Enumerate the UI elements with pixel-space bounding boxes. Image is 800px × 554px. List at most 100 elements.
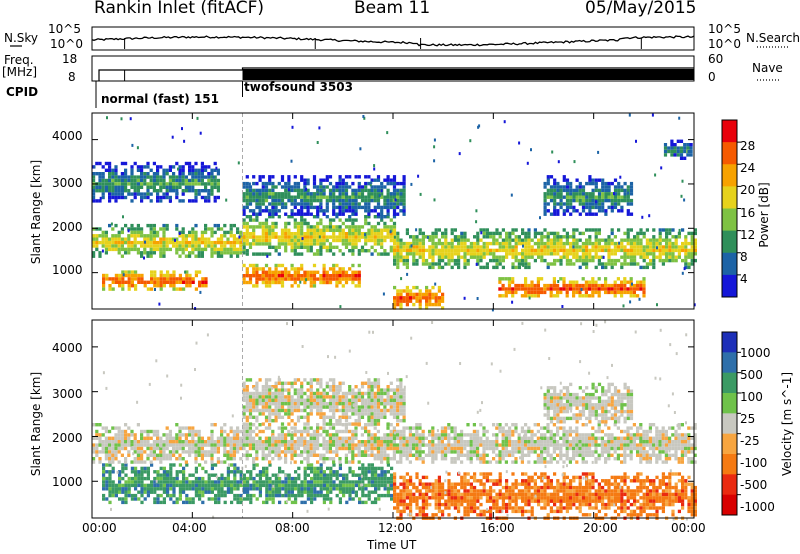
power-panel-cell xyxy=(610,209,614,213)
power-panel-cell xyxy=(181,192,185,196)
velocity-panel-cell xyxy=(207,480,211,484)
velocity-panel-cell xyxy=(418,489,422,493)
power-panel-cell xyxy=(591,290,595,295)
power-panel-cell xyxy=(210,178,214,183)
power-panel-cell xyxy=(316,252,320,256)
velocity-panel-cell xyxy=(111,480,115,484)
nsky-label: N.Sky xyxy=(4,31,39,45)
power-panel-cell xyxy=(248,277,253,281)
velocity-panel-cell xyxy=(412,496,416,500)
power-panel-cell xyxy=(168,240,172,245)
velocity-panel-cell xyxy=(527,509,531,514)
velocity-panel-cell xyxy=(505,489,509,493)
power-panel-cell xyxy=(153,277,157,281)
power-panel-cell xyxy=(613,235,617,239)
velocity-panel-cell xyxy=(226,476,230,481)
power-panel-cell xyxy=(146,237,150,241)
velocity-panel-cell xyxy=(693,513,697,517)
velocity-panel-cell xyxy=(310,463,314,467)
velocity-panel-cell xyxy=(166,476,170,481)
power-panel-cell xyxy=(428,245,432,249)
power-panel-cell xyxy=(280,238,285,243)
power-panel-speck xyxy=(174,238,176,242)
power-panel-cell xyxy=(370,195,374,199)
power-panel-cell xyxy=(597,290,601,295)
date-title: 05/May/2015 xyxy=(585,0,697,18)
power-panel-cell xyxy=(191,168,195,172)
power-panel-cell xyxy=(108,185,112,189)
power-panel-cell xyxy=(197,251,201,255)
power-panel-cell xyxy=(188,168,192,172)
power-panel-cell xyxy=(316,205,320,210)
power-panel-cell xyxy=(216,168,220,172)
power-panel-cell xyxy=(604,238,608,242)
velocity-panel-cell xyxy=(393,489,397,493)
power-panel-cell xyxy=(373,238,377,243)
velocity-panel-cell xyxy=(665,475,669,480)
power-panel-cell xyxy=(367,192,371,196)
velocity-panel-cell xyxy=(178,497,182,501)
power-panel-cell xyxy=(530,252,534,256)
power-panel-cell xyxy=(220,227,224,231)
velocity-panel-cell xyxy=(690,506,694,510)
velocity-panel-cell xyxy=(649,513,653,517)
power-panel-cell xyxy=(242,192,246,196)
power-panel-cell xyxy=(354,235,358,239)
power-panel-cell xyxy=(479,228,483,232)
power-panel-cell xyxy=(105,277,109,281)
power-panel-cell xyxy=(527,290,531,295)
power-panel-cell xyxy=(255,188,259,193)
power-panel-cell xyxy=(252,188,256,193)
power-panel-cell xyxy=(344,225,349,229)
velocity-panel-cell xyxy=(588,496,592,500)
power-panel-cell xyxy=(441,255,445,259)
velocity-panel-cell xyxy=(104,429,108,434)
power-panel-cell xyxy=(258,242,262,246)
power-panel-cell xyxy=(325,185,329,189)
velocity-panel-cell xyxy=(620,492,624,497)
power-panel-cell xyxy=(367,205,371,210)
power-panel-cell xyxy=(636,241,640,246)
power-panel-cell xyxy=(284,192,288,196)
power-panel-cell xyxy=(396,181,400,186)
power-panel-cell xyxy=(620,195,624,199)
power-panel-speck xyxy=(619,175,622,179)
power-panel-cell xyxy=(482,241,486,246)
power-panel-cell xyxy=(245,175,249,179)
power-panel-cell xyxy=(623,181,627,186)
velocity-panel-cell xyxy=(146,466,150,471)
velocity-panel-cell xyxy=(374,466,378,471)
power-panel-cell xyxy=(335,270,339,274)
power-panel-cell xyxy=(264,192,269,196)
power-panel-cell xyxy=(581,202,586,206)
velocity-panel-cell xyxy=(367,470,371,474)
velocity-panel-cell xyxy=(114,440,118,444)
velocity-panel-cell xyxy=(153,497,157,501)
power-panel-cell xyxy=(252,235,256,239)
power-panel-cell xyxy=(357,195,361,199)
velocity-panel-cell xyxy=(626,513,630,517)
velocity-panel-cell xyxy=(527,496,531,500)
power-panel-cell xyxy=(194,161,198,166)
power-panel-cell xyxy=(431,285,435,290)
power-panel-cell xyxy=(421,252,425,256)
power-panel-cell xyxy=(670,143,674,147)
velocity-panel-cell xyxy=(326,466,330,471)
velocity-panel-cell xyxy=(476,492,480,497)
power-panel-cell xyxy=(549,252,553,256)
power-panel-cell xyxy=(553,198,557,203)
power-panel-cell xyxy=(396,188,400,193)
power-panel-cell xyxy=(95,244,99,248)
power-panel-cell xyxy=(594,245,598,249)
power-panel-cell xyxy=(578,188,582,193)
power-panel-cell xyxy=(152,227,156,231)
power-panel-cell xyxy=(312,195,317,199)
power-panel-cell xyxy=(248,188,253,193)
power-panel-cell xyxy=(386,188,390,193)
power-panel-cell xyxy=(185,284,189,288)
power-panel-cell xyxy=(665,252,669,256)
power-panel-cell xyxy=(108,284,112,288)
velocity-panel-cell xyxy=(578,479,582,483)
power-panel-speck xyxy=(622,304,625,308)
power-panel-cell xyxy=(463,262,467,266)
